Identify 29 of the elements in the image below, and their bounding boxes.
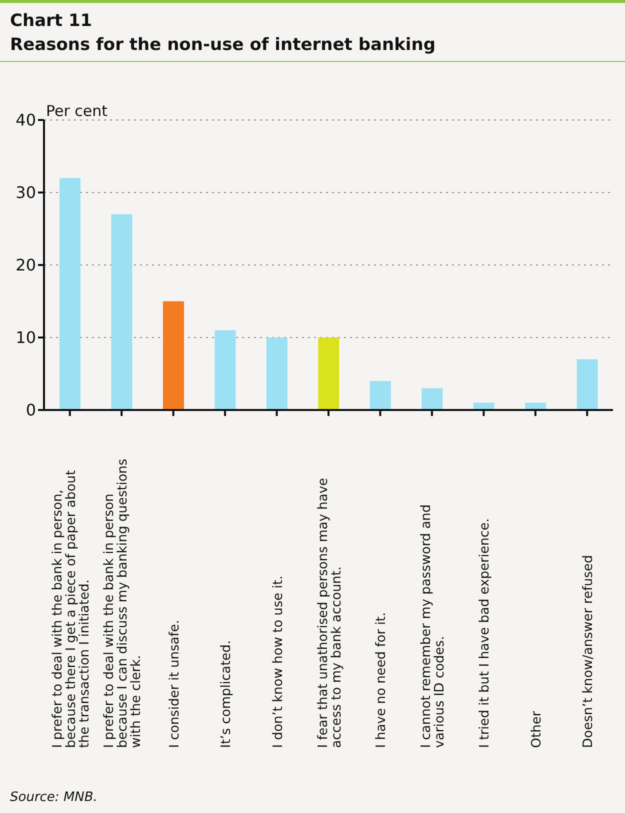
y-tick-label: 40 <box>16 110 36 130</box>
bar <box>370 381 391 410</box>
x-tick-label: I consider it unsafe. <box>167 620 182 748</box>
bar <box>60 178 81 410</box>
chart-title: Chart 11 <box>10 11 94 31</box>
x-tick-label: I tried it but I have bad experience. <box>478 518 493 748</box>
x-tick-label: I cannot remember my password and various ID codes. <box>419 504 448 748</box>
bar <box>318 338 340 410</box>
x-tick-label: I have no need for it. <box>374 612 390 748</box>
y-tick-label: 20 <box>16 256 36 275</box>
y-axis-title: Per cent <box>46 102 108 120</box>
x-tick-label: It’s complicated. <box>219 640 234 748</box>
bar <box>162 301 184 410</box>
x-tick-label: Other <box>529 710 544 748</box>
x-tick-label: Doesn’t know/answer refused <box>581 554 596 748</box>
y-tick-label: 30 <box>16 183 36 202</box>
bar <box>266 338 288 410</box>
source-note: Source: MNB. <box>10 790 98 805</box>
bar <box>422 388 443 410</box>
bar <box>214 330 236 410</box>
bar <box>111 214 132 410</box>
x-tick-label: I prefer to deal with the bank in person, because there I get a piece of paper about the transaction I initiated. <box>50 470 92 748</box>
chart-subtitle: Reasons for the non-use of internet banking <box>10 35 436 55</box>
bar <box>576 359 598 410</box>
x-tick-label: I prefer to deal with the bank in person because I can discuss my banking questions with the clerk. <box>102 458 144 748</box>
x-tick-label: I fear that unathorised persons may have access to my bank account. <box>316 478 344 748</box>
x-tick-label: I don’t know how to use it. <box>270 576 286 748</box>
y-tick-label: 10 <box>16 328 36 348</box>
y-tick-label: 0 <box>26 400 36 420</box>
